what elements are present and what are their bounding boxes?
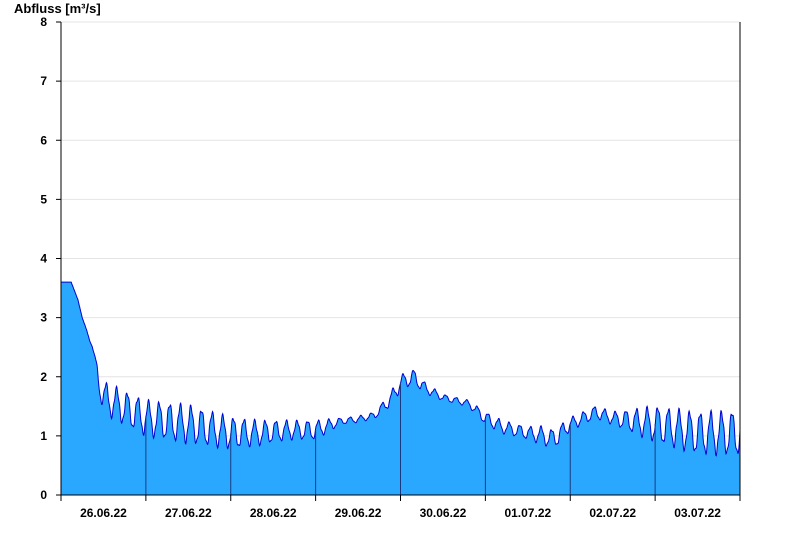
y-tick-label: 6 xyxy=(40,133,47,147)
y-tick-label: 4 xyxy=(40,252,47,266)
y-tick-label: 3 xyxy=(40,311,47,325)
x-tick-label: 28.06.22 xyxy=(250,506,297,520)
x-tick-label: 30.06.22 xyxy=(420,506,467,520)
x-tick-label: 27.06.22 xyxy=(165,506,212,520)
x-tick-label: 02.07.22 xyxy=(589,506,636,520)
y-tick-label: 2 xyxy=(40,370,47,384)
y-tick-label: 5 xyxy=(40,192,47,206)
y-tick-label: 1 xyxy=(40,429,47,443)
y-tick-label: 0 xyxy=(40,488,47,502)
x-tick-label: 26.06.22 xyxy=(80,506,127,520)
y-tick-label: 8 xyxy=(40,15,47,29)
x-tick-label: 01.07.22 xyxy=(504,506,551,520)
x-tick-label: 29.06.22 xyxy=(335,506,382,520)
x-tick-label: 03.07.22 xyxy=(674,506,721,520)
y-axis-label: Abfluss [m³/s] xyxy=(14,1,101,16)
y-tick-label: 7 xyxy=(40,74,47,88)
